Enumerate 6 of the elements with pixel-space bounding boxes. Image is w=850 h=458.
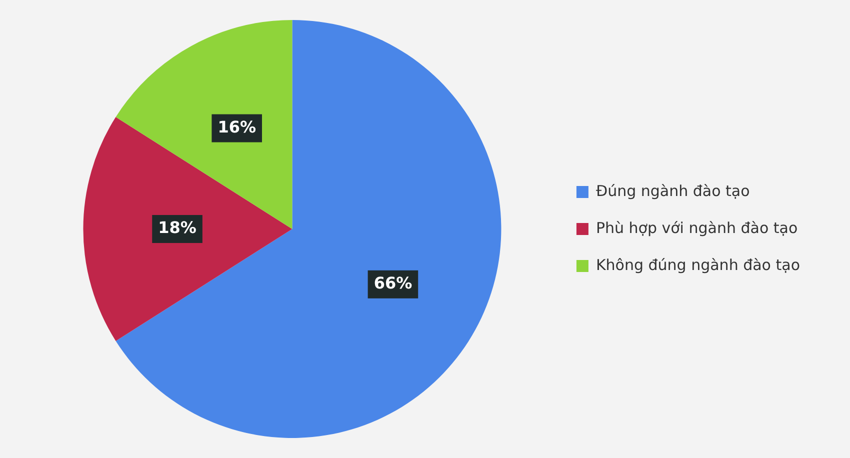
legend-label: Phù hợp với ngành đào tạo [596,218,798,237]
data-label: 18% [158,218,196,238]
legend-label: Không đúng ngành đào tạo [596,256,800,274]
data-label: 66% [374,274,412,293]
data-label: 16% [218,117,256,136]
legend-label: Đúng ngành đào tạo [596,182,750,200]
